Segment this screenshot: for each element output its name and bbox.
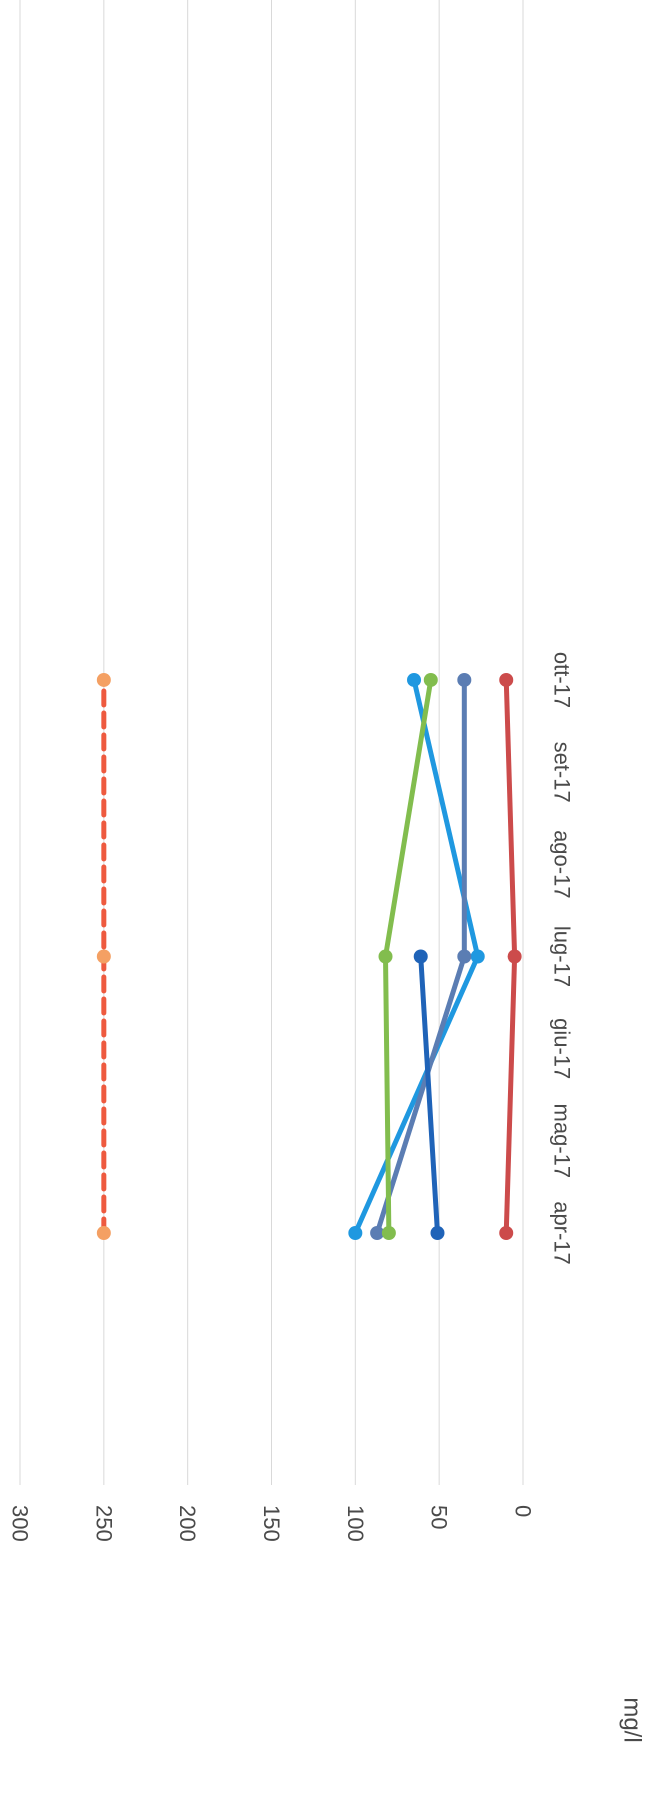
x-tick-label: set-17 (550, 742, 575, 803)
y-tick-label: 0 (511, 1505, 536, 1517)
y-tick-label: 100 (343, 1505, 368, 1542)
y-tick-label: 300 (8, 1505, 33, 1542)
grid-lines (19, 0, 524, 1485)
data-point (96, 1226, 111, 1240)
x-tick-label: ago-17 (550, 830, 575, 899)
y-tick-label: 150 (259, 1505, 284, 1542)
data-point (470, 949, 485, 964)
data-point (430, 1226, 445, 1240)
series-line (418, 953, 440, 1236)
y-tick-label: 50 (427, 1505, 452, 1529)
data-point (499, 672, 514, 687)
x-tick-label: ott-17 (550, 652, 575, 708)
x-tick-label: apr-17 (550, 1201, 575, 1265)
tick-labels: 0 50 100 150 200 250 300 apr-17 mag-17 giu-17 lug-… (8, 652, 575, 1542)
y-tick-label: 200 (175, 1505, 200, 1542)
y-tick-label: 250 (91, 1505, 116, 1542)
series-lines (101, 677, 518, 1236)
x-tick-label: mag-17 (550, 1104, 575, 1179)
data-point (499, 1226, 514, 1240)
data-point (413, 949, 428, 964)
x-tick-label: giu-17 (550, 1018, 575, 1079)
data-point (370, 1226, 385, 1240)
y-axis-label: mg/l (619, 1697, 646, 1742)
data-point (507, 949, 522, 964)
data-point (96, 949, 111, 964)
data-point (96, 672, 111, 687)
data-point (378, 949, 393, 964)
data-point (423, 672, 438, 687)
data-point (457, 672, 472, 687)
data-point (381, 1226, 396, 1240)
data-point (457, 949, 472, 964)
x-tick-label: lug-17 (550, 926, 575, 987)
data-points (96, 672, 522, 1240)
data-point (348, 1226, 363, 1240)
data-point (407, 672, 422, 687)
